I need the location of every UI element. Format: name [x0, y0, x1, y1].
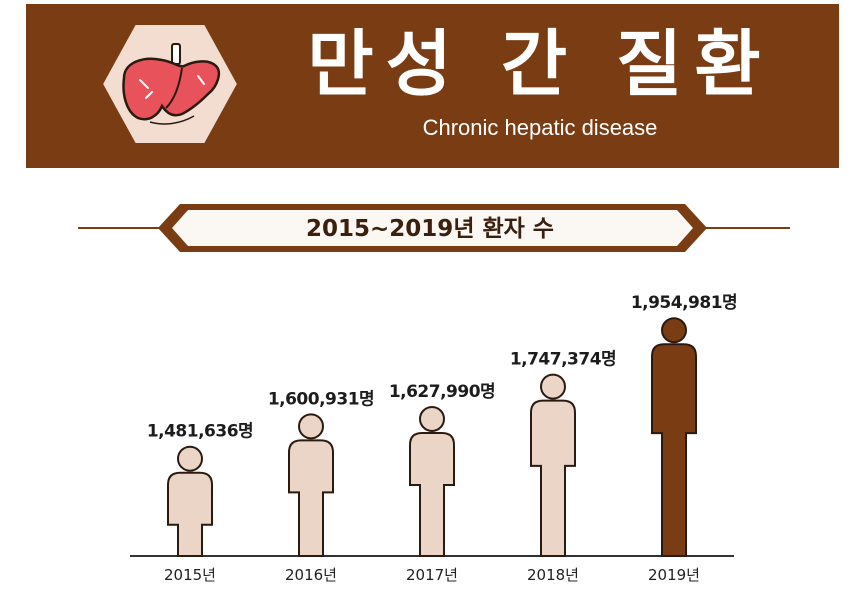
figure-body [409, 431, 455, 557]
category-label: 2019년 [648, 566, 700, 584]
category-label: 2018년 [527, 566, 579, 584]
figure-head [298, 413, 324, 440]
figure-2017년 [409, 405, 455, 557]
header-banner: 만성 간 질환 Chronic hepatic disease [26, 4, 839, 168]
category-label: 2016년 [285, 566, 337, 584]
page-subtitle: Chronic hepatic disease [422, 115, 658, 140]
figure-head [540, 373, 566, 400]
figure-body [288, 439, 334, 557]
figure-2015년 [167, 445, 213, 557]
patient-chart: 1,481,636명 2015년 1,600,931명 2016년 1,627,990명… [130, 293, 738, 584]
value-label: 1,747,374명 [510, 350, 616, 370]
page-title: 만성 간 질환 [307, 22, 773, 106]
liver-icon [100, 23, 240, 145]
figure-body [530, 399, 576, 557]
figure-2019년 [651, 317, 697, 557]
figure-body [167, 471, 213, 557]
category-label: 2017년 [406, 566, 458, 584]
section-title: 2015~2019년 환자 수 [306, 216, 554, 242]
figure-head [177, 445, 203, 472]
section-ribbon [78, 204, 790, 252]
figure-head [419, 405, 445, 432]
figure-head [661, 317, 687, 344]
value-label: 1,954,981명 [631, 293, 737, 313]
category-label: 2015년 [164, 566, 216, 584]
figure-body [651, 343, 697, 557]
value-label: 1,481,636명 [147, 422, 253, 442]
value-label: 1,600,931명 [268, 389, 374, 409]
figure-2018년 [530, 373, 576, 557]
value-label: 1,627,990명 [389, 382, 495, 402]
figure-2016년 [288, 413, 334, 557]
